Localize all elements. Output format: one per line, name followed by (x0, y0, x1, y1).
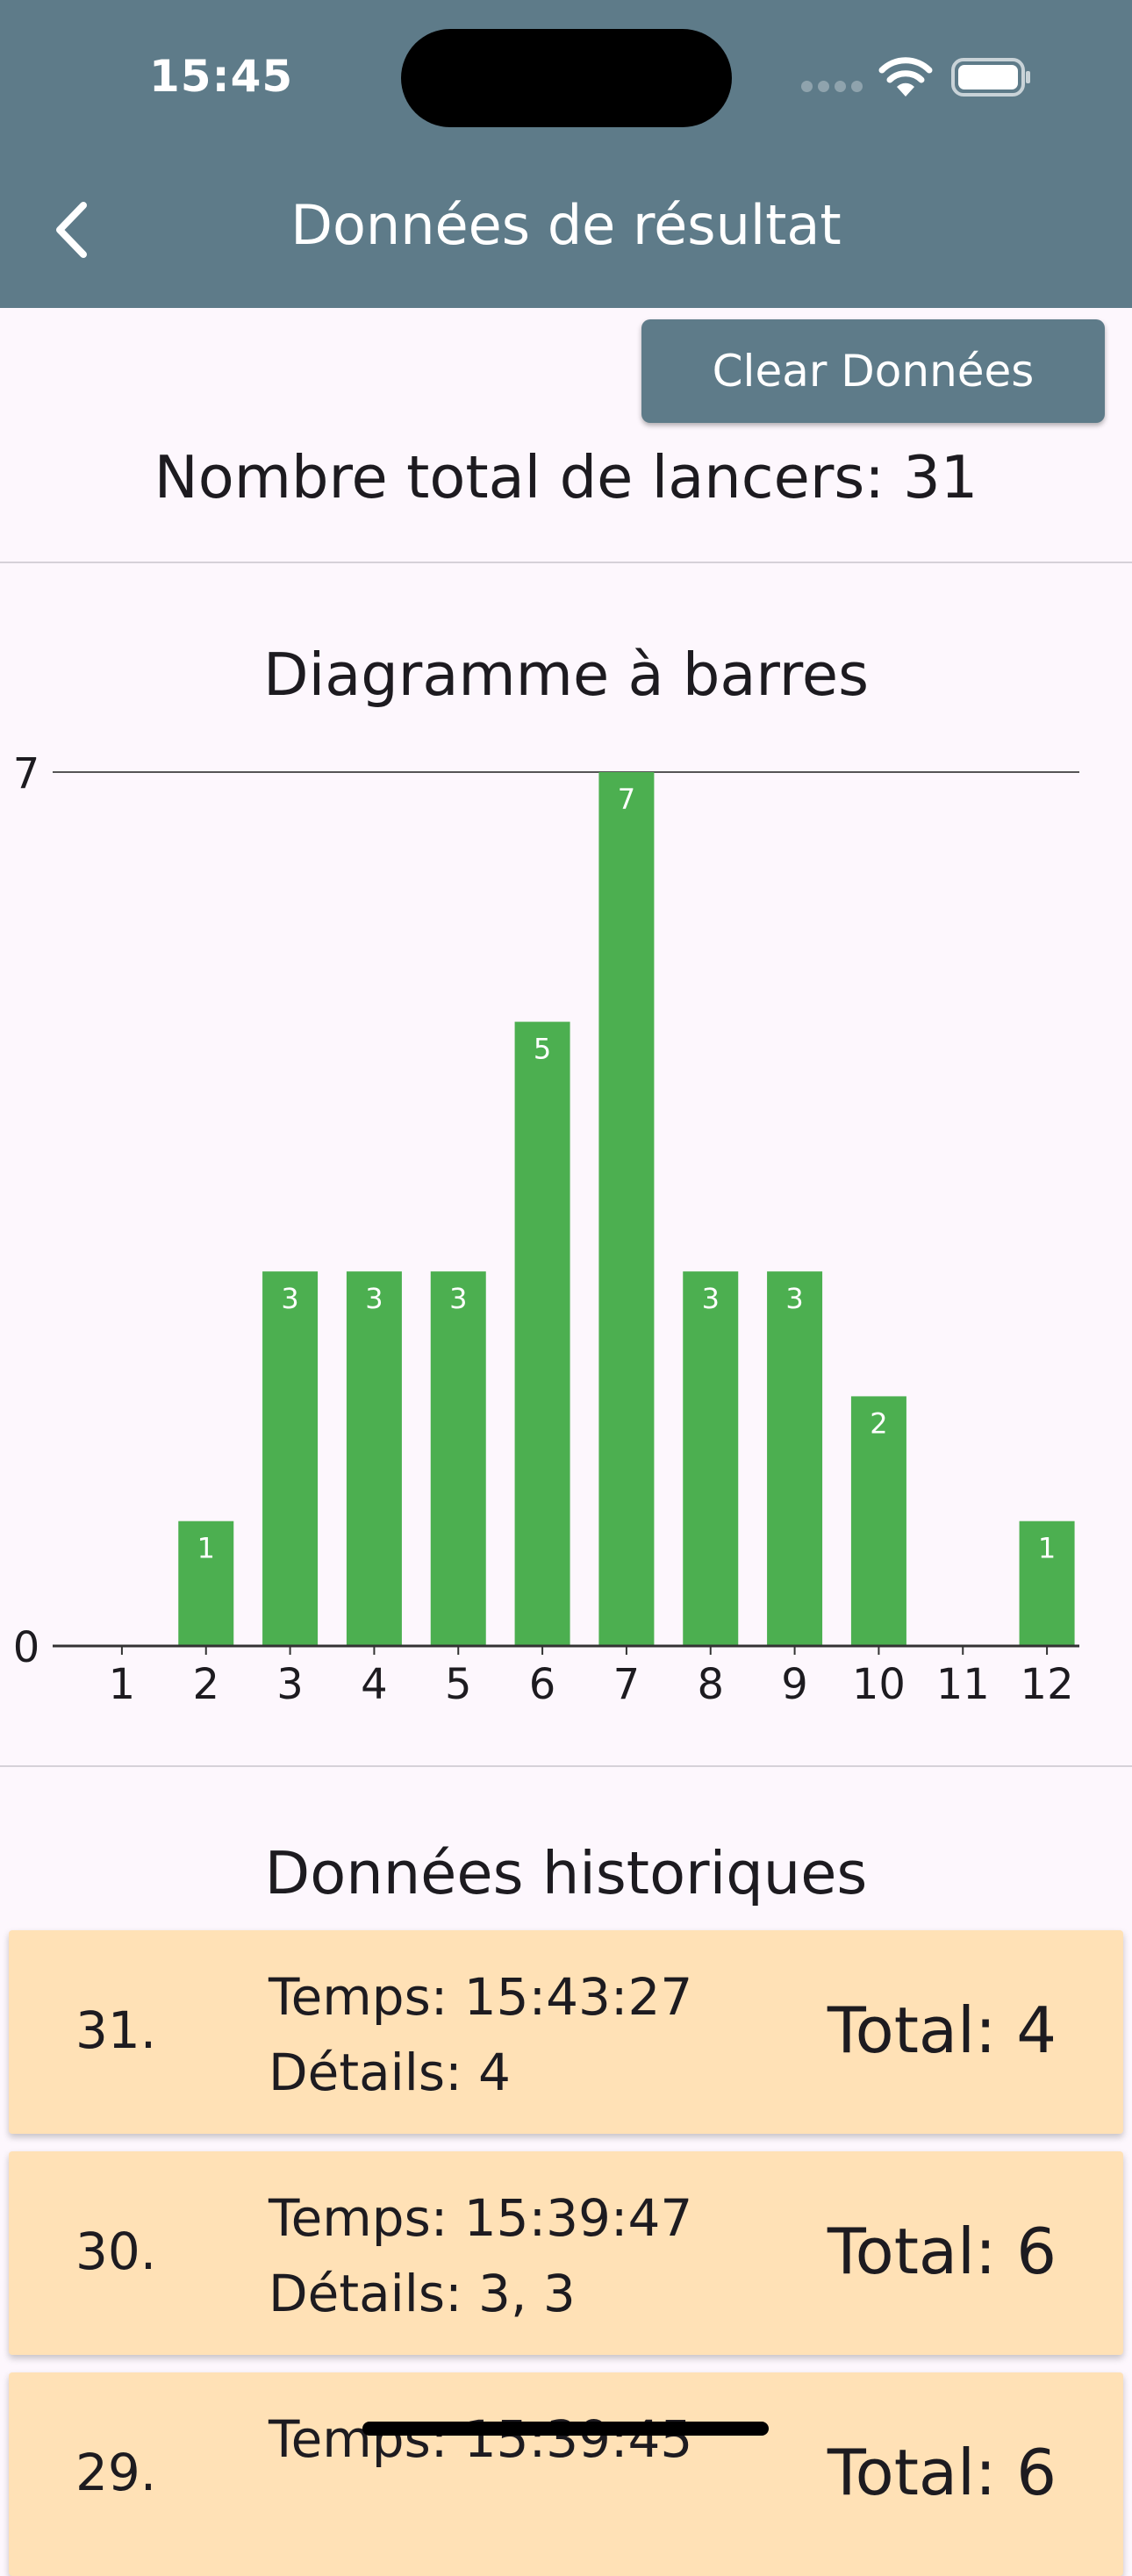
x-tick-label: 8 (697, 1660, 724, 1709)
total-throws-label: Nombre total de lancers: 31 (154, 443, 978, 512)
bar-value-label: 7 (618, 783, 635, 816)
history-card[interactable]: 30. Temps: 15:39:47 Détails: 3, 3 Total:… (9, 2151, 1123, 2355)
bar-value-label: 1 (1038, 1532, 1056, 1565)
x-tick-label: 9 (781, 1660, 808, 1709)
cellular-signal-icon (801, 81, 863, 93)
history-card-time: Temps: 15:39:45 (269, 2409, 693, 2469)
bar (430, 1271, 486, 1646)
bar-value-label: 1 (197, 1532, 215, 1565)
history-card-index: 30. (75, 2222, 157, 2281)
bar (767, 1271, 823, 1646)
bar (346, 1271, 402, 1646)
page-title: Données de résultat (290, 193, 842, 257)
x-tick-label: 3 (276, 1660, 304, 1709)
divider (0, 562, 1132, 563)
divider (0, 1765, 1132, 1767)
bar-value-label: 3 (702, 1282, 720, 1315)
y-tick-label: 0 (13, 1623, 40, 1672)
chevron-left-icon (56, 202, 87, 258)
back-button[interactable] (44, 195, 105, 265)
history-card-details: Détails: 4 (269, 2043, 511, 2102)
app-bar: 15:45 Données de résultat (0, 0, 1132, 308)
x-tick-label: 5 (445, 1660, 472, 1709)
dynamic-island (401, 29, 732, 127)
bar (262, 1271, 319, 1646)
bar-value-label: 3 (365, 1282, 383, 1315)
x-tick-label: 2 (192, 1660, 219, 1709)
home-indicator (362, 2422, 769, 2436)
bar-value-label: 2 (870, 1406, 887, 1440)
x-tick-label: 7 (613, 1660, 641, 1709)
bar (178, 1521, 234, 1646)
clear-data-button[interactable]: Clear Données (641, 319, 1105, 423)
history-card-time: Temps: 15:39:47 (269, 2188, 693, 2248)
history-card-index: 31. (75, 2000, 157, 2060)
x-tick-label: 12 (1021, 1660, 1074, 1709)
history-card-total: Total: 6 (827, 2215, 1057, 2288)
history-card-details: Détails: 3, 3 (269, 2264, 576, 2323)
x-tick-label: 6 (529, 1660, 556, 1709)
x-tick-label: 10 (852, 1660, 906, 1709)
history-card[interactable]: 31. Temps: 15:43:27 Détails: 4 Total: 4 (9, 1930, 1123, 2134)
bar (514, 1021, 570, 1646)
history-card-time: Temps: 15:43:27 (269, 1967, 693, 2027)
x-tick-label: 4 (361, 1660, 388, 1709)
bar-value-label: 3 (281, 1282, 298, 1315)
wifi-icon (878, 57, 933, 97)
history-card[interactable]: 29. Temps: 15:39:45 Total: 6 (9, 2372, 1123, 2576)
bar-value-label: 3 (785, 1282, 803, 1315)
chart-title: Diagramme à barres (263, 640, 869, 709)
bar (683, 1271, 739, 1646)
bar (1019, 1521, 1075, 1646)
bar (598, 772, 655, 1646)
history-card-total: Total: 6 (827, 2436, 1057, 2509)
x-tick-label: 11 (936, 1660, 990, 1709)
history-card-index: 29. (75, 2443, 157, 2502)
battery-icon (951, 58, 1030, 97)
history-card-total: Total: 4 (827, 1993, 1057, 2067)
y-tick-label: 7 (13, 749, 40, 798)
bar-value-label: 5 (534, 1033, 551, 1066)
bar (850, 1396, 906, 1646)
x-tick-label: 1 (109, 1660, 136, 1709)
status-bar-time: 15:45 (149, 51, 294, 102)
history-title: Données historiques (264, 1839, 868, 1907)
bar-value-label: 3 (449, 1282, 467, 1315)
